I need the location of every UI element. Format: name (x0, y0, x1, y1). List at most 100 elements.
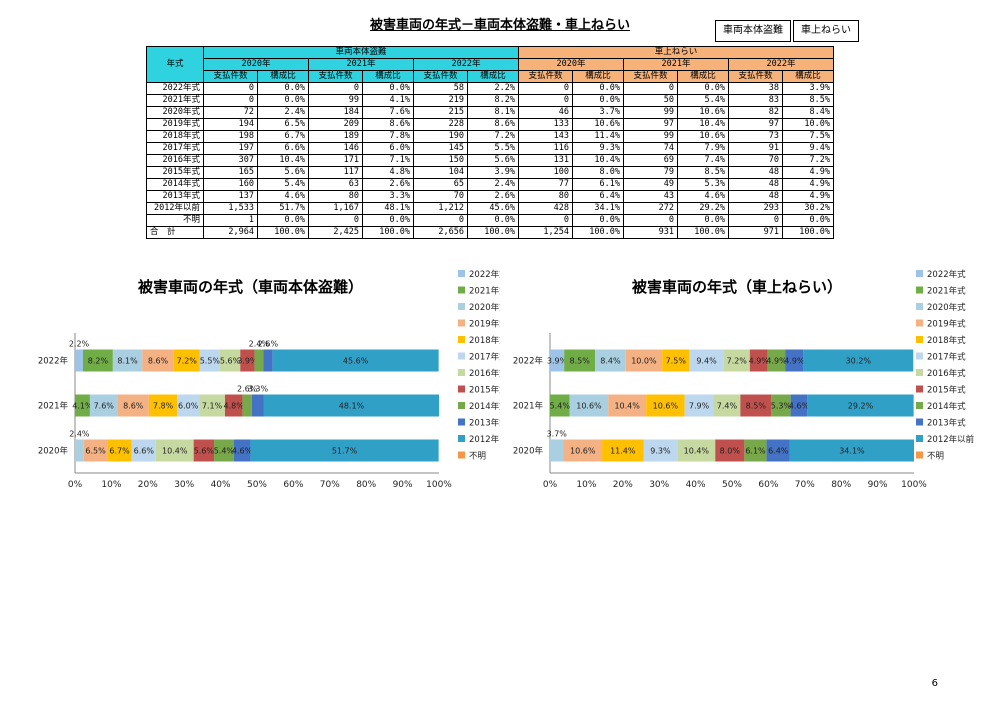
table-cell: 65 (413, 178, 468, 191)
table-cell: 8.0% (572, 166, 624, 179)
data-label: 30.2% (846, 357, 872, 366)
table-cell: 0.0% (257, 214, 309, 227)
bar-segment (689, 349, 724, 372)
data-label: 2.6% (258, 340, 279, 349)
category-label: 2022年 (38, 356, 69, 367)
table-cell: 7.2% (782, 154, 834, 167)
legend-entry: 2022年式 (927, 269, 966, 280)
table-cell: 0 (203, 94, 258, 107)
table-cell: 5.3% (677, 178, 729, 191)
row-label: 合 計 (146, 226, 204, 239)
chart-title-breakin: 被害車両の年式（車上ねらい） (632, 278, 843, 296)
legend-entry: 2013年式 (469, 418, 500, 429)
table-cell: 219 (413, 94, 468, 107)
table-cell: 2,425 (308, 226, 363, 239)
data-label: 6.5% (85, 447, 106, 456)
data-label: 10.4% (162, 447, 188, 456)
data-label: 10.6% (570, 447, 596, 456)
stacked-bar-chart-breakin: 0% 10% 20% 30% 40% 50% 60% 70% 80% 90% 100%2022年 3.… (513, 269, 975, 490)
bar-segment (771, 394, 791, 417)
table-cell: 6.5% (257, 118, 309, 131)
table-cell: 150 (413, 154, 468, 167)
table-cell: 198 (203, 130, 258, 143)
table-cell: 931 (623, 226, 678, 239)
table-cell: 8.1% (467, 106, 519, 119)
legend-swatch (458, 319, 465, 327)
legend-entry: 2012年以前 (927, 434, 975, 445)
table-cell: 0.0% (782, 214, 834, 227)
table-cell: 2.6% (362, 178, 414, 191)
row-label: 2022年式 (146, 82, 204, 95)
data-label: 6.4% (768, 447, 789, 456)
subheader-ratio: 構成比 (467, 70, 519, 83)
bar-segment (749, 349, 768, 372)
table-cell: 100 (518, 166, 573, 179)
data-label: 4.9% (749, 357, 770, 366)
data-label: 9.3% (650, 447, 671, 456)
table-cell: 10.6% (677, 106, 729, 119)
row-label: 2019年式 (146, 118, 204, 131)
table-cell: 428 (518, 202, 573, 215)
x-tick-label: 40% (211, 480, 231, 490)
table-cell: 58 (413, 82, 468, 95)
data-label: 7.2% (177, 357, 198, 366)
table-row: 2012年以前 1,533 51.7% 1,167 48.1% 1,212 45.6% 428… (146, 202, 834, 215)
table-cell: 99 (623, 130, 678, 143)
table-cell: 1,533 (203, 202, 258, 215)
table-row: 2018年式 198 6.7% 189 7.8% 190 7.2% 143 11.4% 99 10.… (146, 130, 834, 143)
table-row: 2021年式 0 0.0% 99 4.1% 219 8.2% 0 0.0% 50 5.4% 83 8.5… (146, 94, 834, 107)
table-cell: 70 (413, 190, 468, 203)
legend-swatch (916, 451, 923, 459)
legend-entry: 2020年式 (469, 302, 500, 313)
table-cell: 0 (728, 214, 783, 227)
legend-entry: 2018年式 (927, 335, 966, 346)
x-tick-label: 100% (426, 480, 452, 490)
data-label: 2.2% (69, 340, 90, 349)
bar-segment (550, 349, 565, 372)
data-label: 3.9% (237, 357, 258, 366)
legend-box-theft: 車両本体盗難 (715, 20, 791, 42)
bar-segment (625, 349, 663, 372)
bar-segment (155, 439, 194, 462)
bar-segment (199, 394, 225, 417)
x-tick-label: 100% (901, 480, 927, 490)
data-label: 3.7% (547, 430, 568, 439)
year-header: 2021年 (308, 58, 414, 71)
table-cell: 293 (728, 202, 783, 215)
table-cell: 7.4% (677, 154, 729, 167)
data-label: 2.6% (237, 385, 258, 394)
table-row: 2013年式 137 4.6% 80 3.3% 70 2.6% 80 6.4% 43 4.6% 48 4… (146, 190, 834, 203)
table-cell: 3.9% (467, 166, 519, 179)
bar-segment (767, 349, 786, 372)
data-label: 8.2% (88, 357, 109, 366)
table-cell: 145 (413, 142, 468, 155)
bar-segment (263, 349, 273, 372)
year-header: 2021年 (623, 58, 729, 71)
table-cell: 8.5% (782, 94, 834, 107)
legend-entry: 2022年式 (469, 269, 500, 280)
table-row: 2014年式 160 5.4% 63 2.6% 65 2.4% 77 6.1% 49 5.3% 48 4… (146, 178, 834, 191)
bar-segment (684, 394, 714, 417)
x-tick-label: 0% (68, 480, 83, 490)
row-label: 2017年式 (146, 142, 204, 155)
legend-entry: 2019年式 (927, 319, 966, 330)
bar-segment (89, 394, 118, 417)
chart-title-theft: 被害車両の年式（車両本体盗難） (138, 278, 364, 296)
table-cell: 48 (728, 190, 783, 203)
bar-segment (272, 349, 439, 372)
bar-segment (646, 394, 685, 417)
data-label: 4.6% (232, 447, 253, 456)
legend-entry: 2018年式 (469, 335, 500, 346)
bar-segment (112, 349, 143, 372)
table-cell: 99 (623, 106, 678, 119)
bar-segment (117, 394, 149, 417)
legend-entry: 2014年式 (927, 401, 966, 412)
data-label: 7.1% (202, 402, 223, 411)
table-row: 不明 1 0.0% 0 0.0% 0 0.0% 0 0.0% 0 0.0% 0 0.0% (146, 214, 834, 227)
bar-segment (790, 394, 808, 417)
data-label: 34.1% (839, 447, 865, 456)
table-cell: 5.5% (467, 142, 519, 155)
table-cell: 10.0% (782, 118, 834, 131)
table-cell: 3.9% (782, 82, 834, 95)
bar-segment (107, 439, 132, 462)
